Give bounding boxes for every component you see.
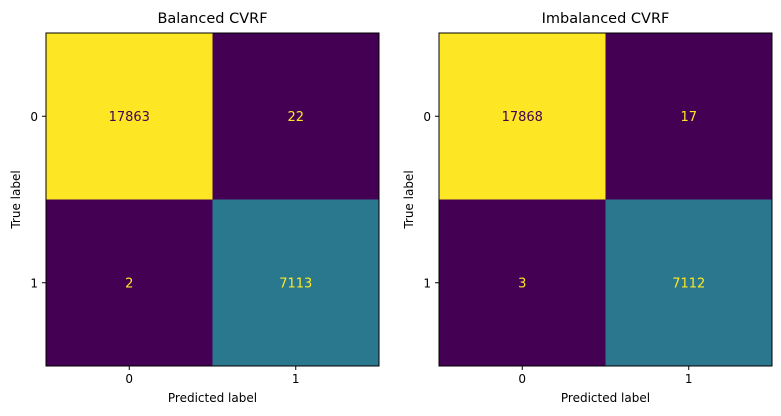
confusion-matrix-panel-2: 17868 17 3 7112 0 1 0 1 Imbalanced CVRF Predicted… xyxy=(402,11,773,405)
x-axis-label: Predicted label xyxy=(561,391,650,405)
cell-r0-c0 xyxy=(46,33,213,200)
cell-value-r1-c1: 7112 xyxy=(672,276,705,291)
y-tick-label-0: 0 xyxy=(423,110,431,124)
y-axis-label: True label xyxy=(9,170,23,229)
cell-value-r0-c0: 17868 xyxy=(502,110,543,125)
cell-value-r0-c0: 17863 xyxy=(109,110,150,125)
cell-value-r0-c1: 22 xyxy=(287,110,304,125)
cell-r0-c1 xyxy=(605,33,772,200)
chart-title: Imbalanced CVRF xyxy=(542,11,670,27)
cell-r0-c0 xyxy=(439,33,606,200)
cell-value-r0-c1: 17 xyxy=(680,110,697,125)
chart-title: Balanced CVRF xyxy=(157,11,267,27)
x-tick-label-1: 1 xyxy=(292,372,300,386)
x-tick-label-0: 0 xyxy=(518,372,526,386)
cell-r1-c1 xyxy=(212,199,379,366)
cell-value-r1-c1: 7113 xyxy=(279,276,312,291)
cell-r0-c1 xyxy=(212,33,379,200)
cell-value-r1-c0: 3 xyxy=(518,276,526,291)
x-tick-label-0: 0 xyxy=(125,372,133,386)
y-tick-label-1: 1 xyxy=(30,276,38,290)
y-tick-label-0: 0 xyxy=(30,110,38,124)
cell-r1-c0 xyxy=(46,199,213,366)
x-tick-label-1: 1 xyxy=(685,372,693,386)
y-axis-label: True label xyxy=(402,170,416,229)
axes-frame xyxy=(438,32,773,367)
y-tick-label-1: 1 xyxy=(423,276,431,290)
cell-r1-c0 xyxy=(439,199,606,366)
axes-frame xyxy=(45,32,380,367)
x-axis-label: Predicted label xyxy=(168,391,257,405)
cell-value-r1-c0: 2 xyxy=(125,276,133,291)
cell-r1-c1 xyxy=(605,199,772,366)
